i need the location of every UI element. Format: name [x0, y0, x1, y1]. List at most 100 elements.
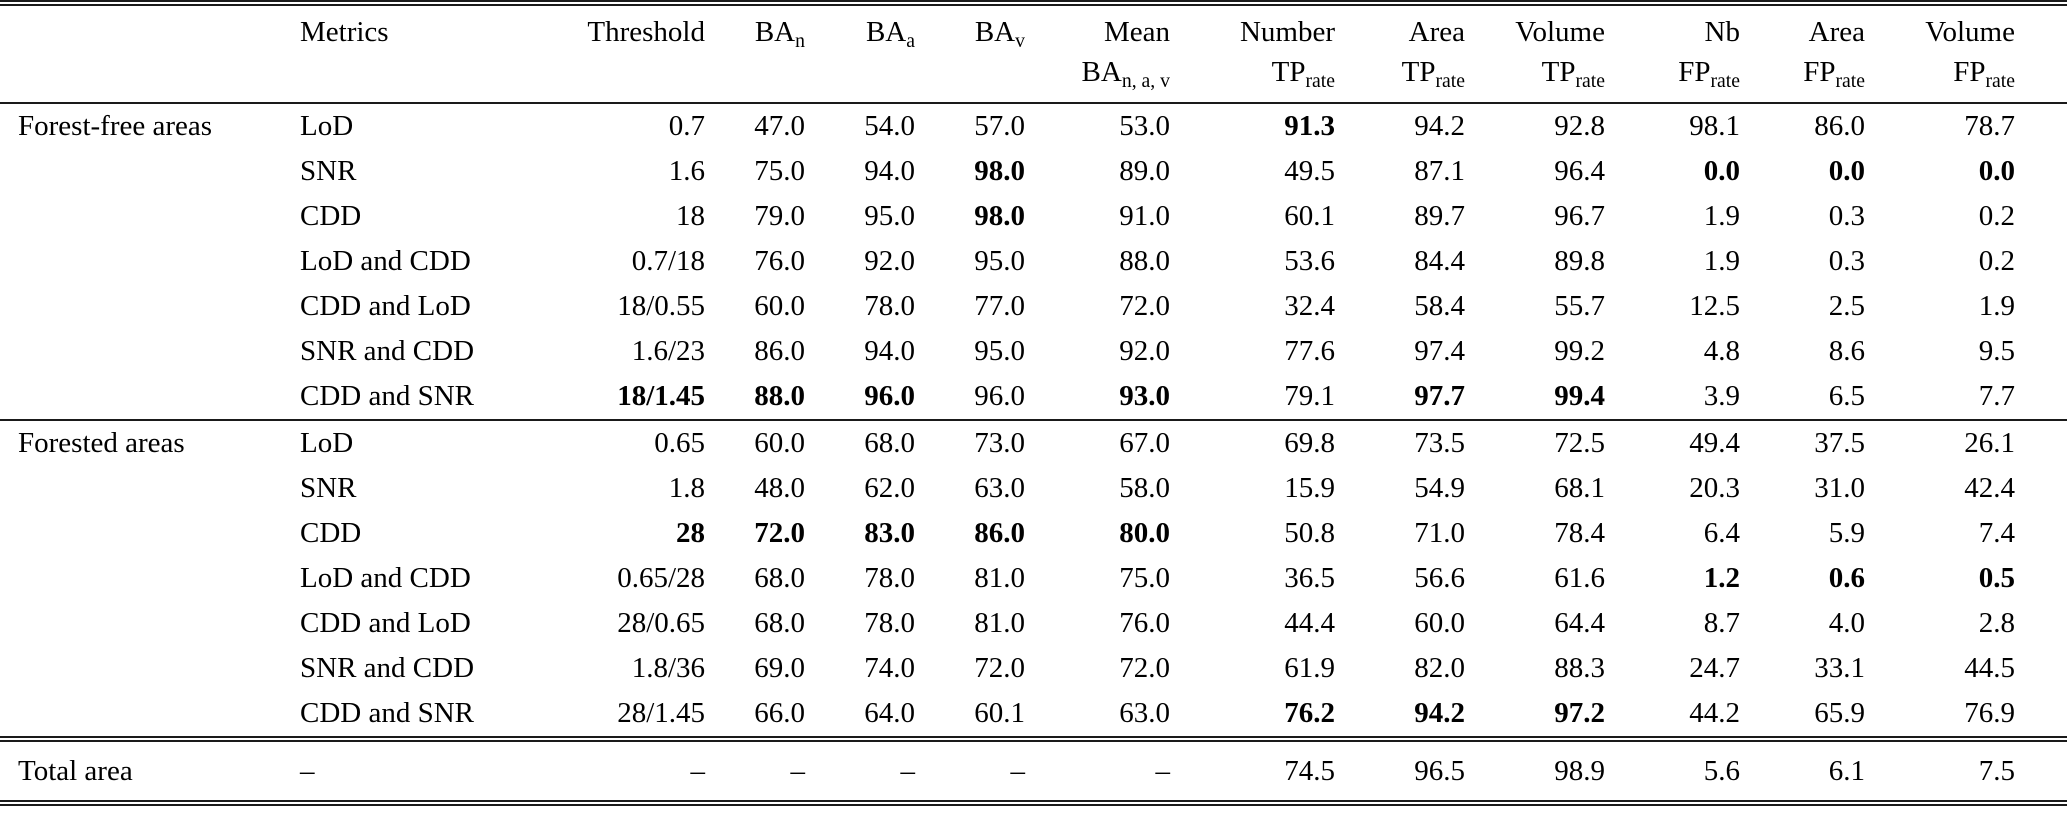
cell-ba_a: – — [900, 754, 916, 787]
row-group-label — [0, 511, 300, 556]
cell-number_tp: 79.1 — [1284, 380, 1335, 412]
cell-metric: CDD and LoD — [300, 607, 471, 639]
cell-nb_fp: 98.1 — [1689, 110, 1740, 142]
header-label: Mean — [1103, 16, 1170, 48]
cell-area_fp: 8.6 — [1828, 335, 1865, 367]
cell-number_tp: 74.5 — [1284, 754, 1335, 787]
cell-metric: SNR and CDD — [300, 335, 475, 367]
cell-volume_tp: 72.5 — [1554, 427, 1605, 459]
cell-ba_n: 86.0 — [754, 335, 805, 367]
cell-area_fp: 86.0 — [1814, 110, 1865, 142]
table-row: CDD and LoD 28/0.65 68.0 78.0 81.0 76.0 44.4 60… — [0, 601, 2067, 646]
subscript: rate — [1305, 69, 1335, 92]
header-label: BAn, a, v — [1081, 56, 1170, 92]
col-header-ba-a: BAa — [805, 3, 915, 103]
cell-ba_v: 95.0 — [974, 335, 1025, 367]
table-row: CDD 28 72.0 83.0 86.0 80.0 50.8 71.0 78.4 6.4 5.9 7… — [0, 511, 2067, 556]
table-row: LoD and CDD 0.7/18 76.0 92.0 95.0 88.0 53.6 84.… — [0, 239, 2067, 284]
cell-ba_v: 81.0 — [974, 562, 1025, 594]
cell-ba_a: 78.0 — [864, 562, 915, 594]
cell-ba_a: 68.0 — [864, 427, 915, 459]
cell-area_tp: 58.4 — [1414, 290, 1465, 322]
cell-volume_tp: 96.4 — [1554, 155, 1605, 187]
cell-number_tp: 53.6 — [1284, 245, 1335, 277]
cell-number_tp: 76.2 — [1284, 697, 1335, 729]
cell-volume_fp: 7.7 — [1978, 380, 2015, 412]
cell-volume_fp: 7.4 — [1978, 517, 2015, 549]
cell-metric: CDD and SNR — [300, 697, 475, 729]
cell-number_tp: 69.8 — [1284, 427, 1335, 459]
col-header-area — [0, 3, 300, 103]
row-group-label — [0, 646, 300, 691]
cell-area_fp: 0.3 — [1828, 245, 1865, 277]
col-header-area-tp-rate: Area TPrate — [1335, 3, 1465, 103]
cell-number_tp: 44.4 — [1284, 607, 1335, 639]
cell-volume_tp: 99.2 — [1554, 335, 1605, 367]
cell-threshold: 18 — [676, 200, 705, 232]
cell-volume_tp: 98.9 — [1554, 754, 1605, 787]
cell-area_fp: 0.0 — [1828, 155, 1865, 187]
cell-area_fp: 2.5 — [1828, 290, 1865, 322]
cell-volume_fp: 0.2 — [1978, 245, 2015, 277]
cell-mean_ba: – — [1155, 754, 1171, 787]
cell-number_tp: 50.8 — [1284, 517, 1335, 549]
header-label: Nb — [1704, 16, 1740, 48]
cell-volume_fp: 42.4 — [1964, 472, 2015, 504]
cell-ba_v: 60.1 — [974, 697, 1025, 729]
col-header-metrics: Metrics — [300, 3, 555, 103]
cell-nb_fp: 0.0 — [1703, 155, 1740, 187]
cell-threshold: 1.8 — [668, 472, 705, 504]
cell-ba_v: 63.0 — [974, 472, 1025, 504]
cell-nb_fp: 5.6 — [1703, 754, 1740, 787]
header-label: BAn — [754, 16, 805, 52]
cell-metric: LoD — [300, 110, 354, 142]
cell-metric: SNR and CDD — [300, 652, 475, 684]
cell-nb_fp: 20.3 — [1689, 472, 1740, 504]
cell-ba_a: 64.0 — [864, 697, 915, 729]
cell-mean_ba: 72.0 — [1119, 652, 1170, 684]
cell-metric: LoD and CDD — [300, 245, 471, 277]
cell-threshold: 1.8/36 — [631, 652, 705, 684]
cell-volume_fp: 78.7 — [1964, 110, 2015, 142]
col-header-area-fp-rate: Area FPrate — [1740, 3, 1865, 103]
cell-volume_tp: 61.6 — [1554, 562, 1605, 594]
cell-ba_n: 47.0 — [754, 110, 805, 142]
cell-number_tp: 49.5 — [1284, 155, 1335, 187]
cell-volume_tp: 64.4 — [1554, 607, 1605, 639]
subscript: n, a, v — [1121, 69, 1170, 92]
row-group-label — [0, 239, 300, 284]
cell-volume_tp: 78.4 — [1554, 517, 1605, 549]
row-group-label — [0, 329, 300, 374]
cell-metric: CDD — [300, 517, 362, 549]
cell-number_tp: 77.6 — [1284, 335, 1335, 367]
cell-number_tp: 32.4 — [1284, 290, 1335, 322]
header-label: Number — [1239, 16, 1335, 48]
row-group-label — [0, 601, 300, 646]
col-header-volume-fp-rate: Volume FPrate — [1865, 3, 2067, 103]
cell-area_fp: 31.0 — [1814, 472, 1865, 504]
cell-area_fp: 6.5 — [1828, 380, 1865, 412]
cell-ba_n: 88.0 — [754, 380, 805, 412]
cell-threshold: 1.6 — [668, 155, 705, 187]
cell-volume_fp: 0.0 — [1978, 155, 2015, 187]
cell-mean_ba: 63.0 — [1119, 697, 1170, 729]
cell-ba_a: 96.0 — [864, 380, 915, 412]
cell-volume_tp: 55.7 — [1554, 290, 1605, 322]
header-row: Metrics Threshold BAn BAa BAv Mean BAn, … — [0, 3, 2067, 103]
cell-threshold: 18/0.55 — [617, 290, 705, 322]
cell-area_tp: 56.6 — [1414, 562, 1465, 594]
cell-ba_v: 98.0 — [974, 155, 1025, 187]
cell-mean_ba: 72.0 — [1119, 290, 1170, 322]
row-group-label — [0, 149, 300, 194]
cell-ba_n: 72.0 — [754, 517, 805, 549]
header-label: TPrate — [1541, 56, 1605, 92]
table-row: SNR 1.6 75.0 94.0 98.0 89.0 49.5 87.1 96.4 0.0 0.0… — [0, 149, 2067, 194]
subscript: rate — [1435, 69, 1465, 92]
cell-nb_fp: 8.7 — [1703, 607, 1740, 639]
cell-mean_ba: 92.0 — [1119, 335, 1170, 367]
cell-ba_n: 60.0 — [754, 290, 805, 322]
table-group-forest-free-areas: Forest-free areas LoD 0.7 47.0 54.0 57.0 53.0 9… — [0, 103, 2067, 420]
cell-ba_a: 94.0 — [864, 155, 915, 187]
cell-mean_ba: 89.0 — [1119, 155, 1170, 187]
